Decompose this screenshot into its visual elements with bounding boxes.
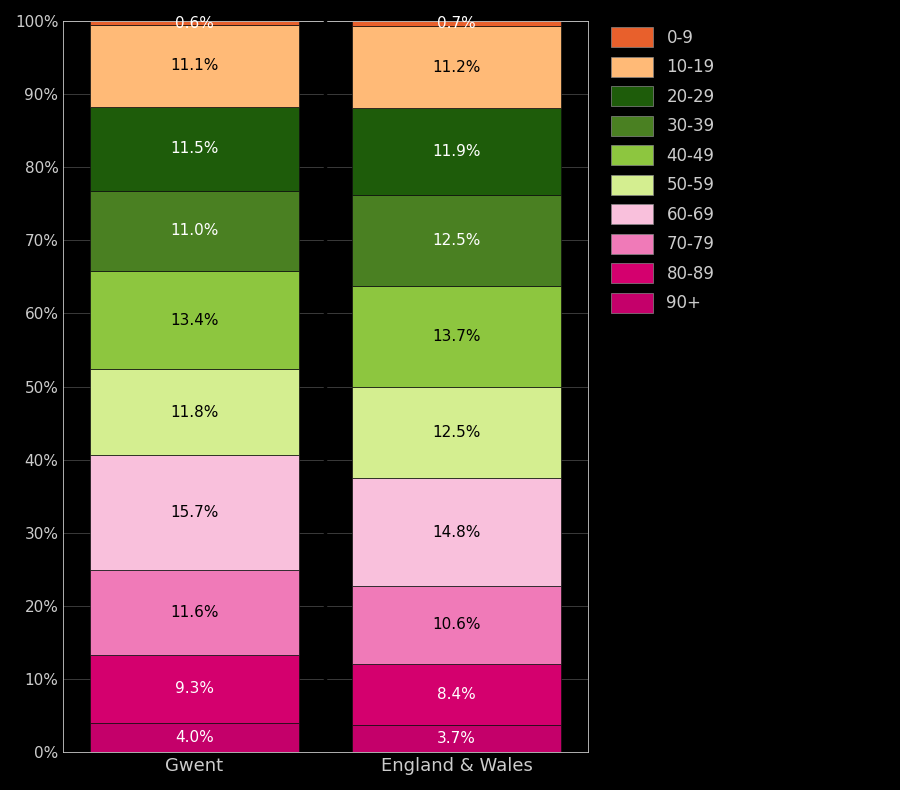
Text: 9.3%: 9.3% xyxy=(175,682,214,697)
Bar xyxy=(90,190,300,271)
Text: 14.8%: 14.8% xyxy=(432,525,481,540)
Bar xyxy=(90,25,300,107)
Bar xyxy=(352,586,562,664)
Bar xyxy=(90,271,300,369)
Text: 8.4%: 8.4% xyxy=(437,687,476,702)
Bar xyxy=(352,478,562,586)
Bar xyxy=(352,287,562,386)
Bar xyxy=(352,664,562,725)
Text: 11.9%: 11.9% xyxy=(432,144,481,159)
Text: 13.4%: 13.4% xyxy=(170,313,219,328)
Text: 4.0%: 4.0% xyxy=(175,730,214,745)
Bar xyxy=(90,107,300,190)
Text: 11.2%: 11.2% xyxy=(432,59,481,74)
Bar xyxy=(352,26,562,108)
Bar xyxy=(90,570,300,655)
Text: 0.6%: 0.6% xyxy=(175,16,214,31)
Text: 11.8%: 11.8% xyxy=(170,404,219,419)
Bar xyxy=(90,369,300,455)
Text: 11.1%: 11.1% xyxy=(170,58,219,73)
Text: 13.7%: 13.7% xyxy=(432,329,481,344)
Bar xyxy=(352,21,562,26)
Bar xyxy=(352,386,562,478)
Text: 12.5%: 12.5% xyxy=(432,425,481,440)
Text: 3.7%: 3.7% xyxy=(437,731,476,746)
Text: 15.7%: 15.7% xyxy=(170,505,219,520)
Text: 12.5%: 12.5% xyxy=(432,233,481,248)
Text: 0.7%: 0.7% xyxy=(437,16,476,31)
Bar xyxy=(352,195,562,287)
Bar xyxy=(90,455,300,570)
Bar xyxy=(90,21,300,25)
Text: 11.0%: 11.0% xyxy=(170,224,219,239)
Bar xyxy=(90,655,300,723)
Text: 10.6%: 10.6% xyxy=(432,618,481,633)
Bar xyxy=(352,725,562,752)
Text: 11.5%: 11.5% xyxy=(170,141,219,156)
Bar xyxy=(90,723,300,752)
Bar xyxy=(352,108,562,195)
Legend: 0-9, 10-19, 20-29, 30-39, 40-49, 50-59, 60-69, 70-79, 80-89, 90+: 0-9, 10-19, 20-29, 30-39, 40-49, 50-59, … xyxy=(607,22,719,318)
Text: 11.6%: 11.6% xyxy=(170,605,219,620)
